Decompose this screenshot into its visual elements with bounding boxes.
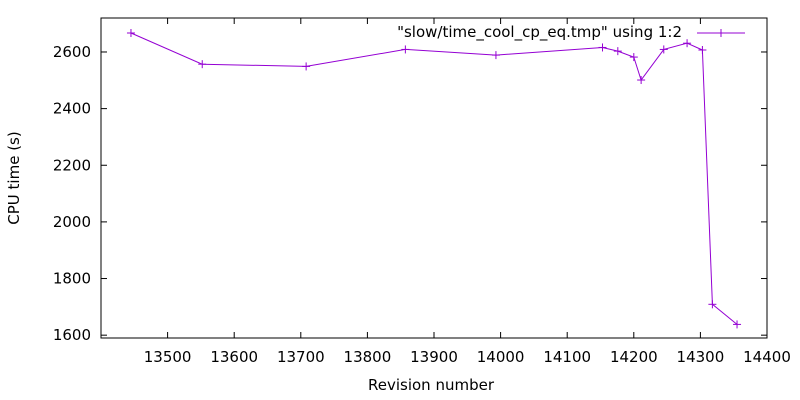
x-tick-label: 13700	[277, 348, 325, 366]
legend-marker-plus	[717, 29, 725, 37]
y-axis-title: CPU time (s)	[5, 131, 23, 224]
y-tick-label: 2600	[53, 43, 91, 61]
y-tick-label: 2400	[53, 100, 91, 118]
y-axis: 1600 1800 2000 2200 2400 2600	[53, 43, 767, 344]
data-point	[198, 60, 207, 69]
data-point	[401, 45, 410, 54]
data-point	[598, 43, 607, 52]
data-point	[698, 46, 707, 54]
legend-label: "slow/time_cool_cp_eq.tmp" using 1:2	[397, 23, 682, 42]
y-tick-label: 1800	[53, 270, 91, 288]
data-point	[659, 45, 668, 54]
data-point	[629, 53, 638, 62]
x-tick-label: 14400	[743, 348, 791, 366]
data-point	[637, 76, 646, 85]
data-point	[683, 39, 692, 48]
x-axis-title: Revision number	[368, 376, 495, 394]
plot-frame	[100, 17, 768, 339]
plot-border	[100, 17, 768, 339]
data-point	[126, 29, 135, 38]
legend-marker	[717, 29, 725, 37]
data-point	[491, 51, 500, 60]
x-tick-label: 13600	[210, 348, 258, 366]
series-layer	[126, 29, 742, 329]
y-tick-label: 1600	[53, 326, 91, 344]
data-point	[302, 62, 311, 71]
series-line	[130, 32, 738, 325]
data-point	[708, 300, 717, 309]
x-axis: 13500 13600 13700 13800 13900 14000 14100 14200…	[144, 18, 791, 366]
x-tick-label: 14100	[543, 348, 591, 366]
x-tick-label: 14300	[677, 348, 725, 366]
x-tick-label: 13800	[344, 348, 392, 366]
legend: "slow/time_cool_cp_eq.tmp" using 1:2	[397, 23, 745, 42]
x-tick-label: 13500	[144, 348, 192, 366]
data-point	[733, 320, 742, 329]
y-tick-label: 2200	[53, 156, 91, 174]
x-tick-label: 13900	[410, 348, 458, 366]
data-point	[613, 47, 622, 56]
x-tick-label: 14000	[477, 348, 525, 366]
y-tick-label: 2000	[53, 213, 91, 231]
x-tick-label: 14200	[610, 348, 658, 366]
